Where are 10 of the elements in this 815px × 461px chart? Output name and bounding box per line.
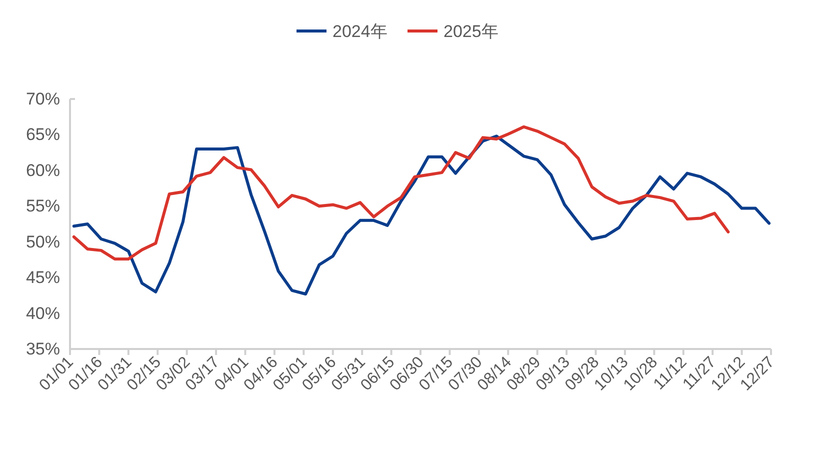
- legend-label: 2024年: [332, 22, 388, 41]
- y-tick-label: 55%: [26, 196, 60, 216]
- y-tick-label: 50%: [26, 232, 60, 252]
- y-tick-label: 60%: [26, 160, 60, 180]
- y-tick-label: 45%: [26, 268, 60, 288]
- y-tick-label: 70%: [26, 90, 60, 108]
- y-tick-label: 35%: [26, 340, 60, 358]
- y-tick-label: 40%: [26, 304, 60, 323]
- legend-label: 2025年: [444, 22, 498, 41]
- y-tick-label: 65%: [26, 125, 60, 144]
